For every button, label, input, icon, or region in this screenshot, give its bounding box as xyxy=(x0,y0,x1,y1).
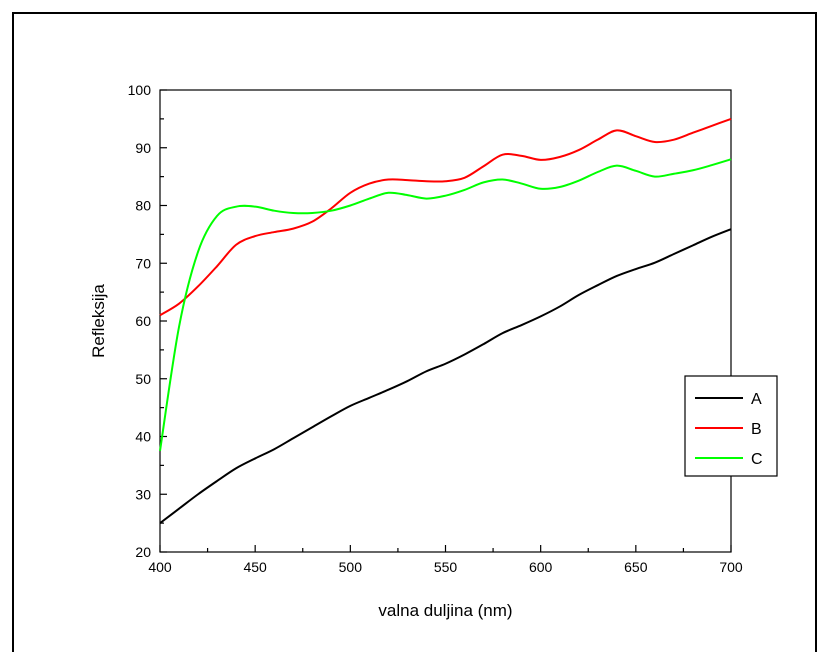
legend: ABC xyxy=(684,375,778,477)
legend-label-a: A xyxy=(751,391,762,408)
plot-area xyxy=(159,89,732,553)
y-axis: 20 30 40 50 60 70 80 90 100 xyxy=(128,82,167,560)
legend-label-c: C xyxy=(751,451,763,468)
y-tick-label: 30 xyxy=(135,486,151,502)
y-tick-label: 80 xyxy=(135,198,151,214)
y-tick-label: 70 xyxy=(135,255,151,271)
y-tick-label: 40 xyxy=(135,429,151,445)
series-lines xyxy=(159,117,732,524)
legend-label-b: B xyxy=(751,421,762,438)
y-tick-label: 90 xyxy=(135,140,151,156)
chart-frame xyxy=(12,12,817,652)
x-tick-label: 450 xyxy=(243,559,267,575)
y-tick-label: 100 xyxy=(128,82,152,98)
series-line-b xyxy=(159,117,732,317)
series-line-c xyxy=(159,158,732,452)
x-tick-label: 600 xyxy=(529,559,553,575)
legend-box xyxy=(684,375,778,477)
x-tick-label: 500 xyxy=(339,559,363,575)
x-axis-title: valna duljina (nm) xyxy=(378,601,512,620)
x-axis: 400 450 500 550 600 650 700 xyxy=(148,545,743,575)
x-tick-label: 700 xyxy=(719,559,743,575)
series-line-a xyxy=(159,228,732,524)
x-tick-label: 400 xyxy=(148,559,172,575)
y-axis-title: Refleksija xyxy=(89,284,108,358)
y-tick-label: 20 xyxy=(135,544,151,560)
x-tick-label: 650 xyxy=(624,559,648,575)
y-tick-label: 60 xyxy=(135,313,151,329)
y-tick-label: 50 xyxy=(135,371,151,387)
x-tick-label: 550 xyxy=(434,559,458,575)
